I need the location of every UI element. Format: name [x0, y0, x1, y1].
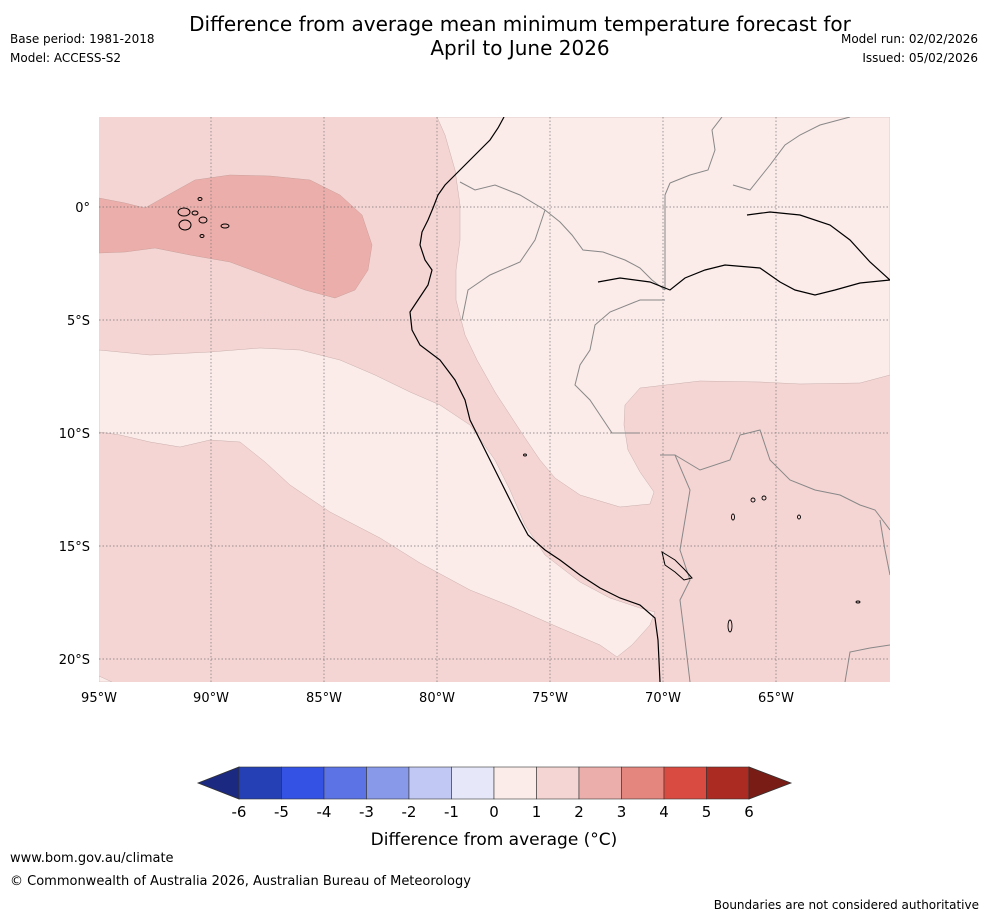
header-right-info: Model run: 02/02/2026 Issued: 05/02/2026 — [841, 30, 978, 68]
colorbar-swatch — [663, 766, 707, 800]
colorbar-tick-label: -4 — [317, 803, 332, 821]
longitude-labels: 95°W 90°W 85°W 80°W 75°W 70°W 65°W — [81, 691, 794, 706]
colorbar-extend-high — [748, 766, 793, 800]
anomaly-region-0-1-corner — [99, 675, 113, 682]
footer-note: Boundaries are not considered authoritat… — [713, 898, 979, 912]
lon-label: 95°W — [81, 691, 117, 706]
title-line-1: Difference from average mean minimum tem… — [189, 12, 851, 36]
anomaly-region-2-3 — [99, 174, 373, 299]
colorbar-swatch — [706, 766, 750, 800]
colorbar-swatch — [578, 766, 622, 800]
model-text: Model: ACCESS-S2 — [10, 51, 122, 65]
colorbar-tick-label: 1 — [532, 803, 542, 821]
anomaly-region-0-1-ocean — [99, 347, 656, 658]
colorbar-swatch — [621, 766, 665, 800]
colorbar-swatch — [366, 766, 410, 800]
colorbar-label: Difference from average (°C) — [371, 830, 618, 850]
lon-label: 65°W — [758, 691, 794, 706]
colorbar-tick-label: -1 — [444, 803, 459, 821]
coastlines — [409, 117, 890, 682]
footer-url: www.bom.gov.au/climate — [10, 851, 174, 866]
lat-label: 0° — [75, 201, 90, 216]
chart-title: Difference from average mean minimum tem… — [0, 12, 988, 60]
lat-label: 5°S — [67, 314, 90, 329]
lon-label: 70°W — [645, 691, 681, 706]
map-area — [99, 117, 890, 682]
lon-label: 85°W — [306, 691, 342, 706]
title-line-2: April to June 2026 — [430, 36, 610, 60]
colorbar-swatch — [493, 766, 537, 800]
colorbar-tick-label: -5 — [274, 803, 289, 821]
footer-copyright: © Commonwealth of Australia 2026, Austra… — [10, 874, 471, 889]
colorbar-tick-label: -2 — [402, 803, 417, 821]
model-run-text: Model run: 02/02/2026 — [840, 32, 978, 46]
country-borders — [459, 117, 890, 682]
lat-label: 15°S — [59, 540, 90, 555]
issued-text: Issued: 05/02/2026 — [862, 51, 978, 65]
galapagos-islands — [177, 197, 230, 238]
colorbar-tick-label: 4 — [659, 803, 669, 821]
lake-titicaca — [661, 550, 693, 581]
base-period-text: Base period: 1981-2018 — [10, 32, 155, 46]
colorbar-tick-label: 5 — [702, 803, 712, 821]
colorbar-swatch — [238, 766, 282, 800]
colorbar-swatch — [323, 766, 367, 800]
latitude-labels: 0° 5°S 10°S 15°S 20°S — [59, 201, 90, 668]
lon-label: 75°W — [532, 691, 568, 706]
colorbar-swatch — [408, 766, 452, 800]
colorbar: -6 -5 -4 -3 -2 -1 0 1 2 3 4 5 6 — [196, 766, 793, 821]
colorbar-tick-label: 6 — [744, 803, 754, 821]
lat-label: 10°S — [59, 427, 90, 442]
colorbar-extend-low — [196, 766, 240, 800]
small-lakes — [523, 453, 861, 633]
lon-label: 80°W — [419, 691, 455, 706]
colorbar-tick-label: -6 — [232, 803, 247, 821]
colorbar-tick-label: 2 — [574, 803, 584, 821]
header-left-info: Base period: 1981-2018 Model: ACCESS-S2 — [10, 30, 155, 68]
colorbar-swatch — [536, 766, 580, 800]
gridlines — [99, 117, 890, 682]
colorbar-tick-label: 3 — [617, 803, 627, 821]
colorbar-swatch — [281, 766, 325, 800]
lat-label: 20°S — [59, 653, 90, 668]
colorbar-tick-label: 0 — [489, 803, 499, 821]
colorbar-swatch — [451, 766, 495, 800]
colorbar-tick-label: -3 — [359, 803, 374, 821]
lon-label: 90°W — [193, 691, 229, 706]
